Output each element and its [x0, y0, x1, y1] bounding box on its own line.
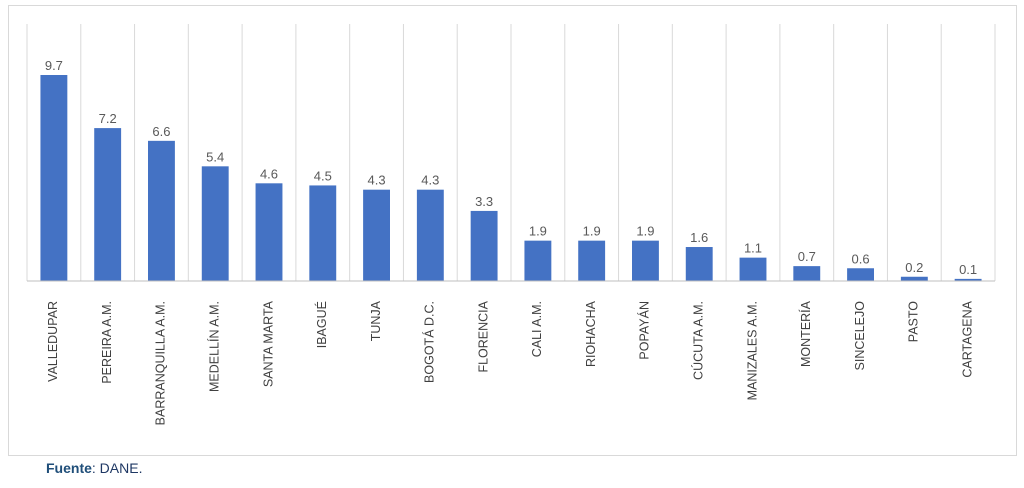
bar: [632, 240, 659, 281]
bar: [793, 266, 821, 281]
value-label: 0.2: [905, 260, 923, 275]
bar: [900, 276, 928, 281]
x-tick-label: MEDELLÍN A.M.: [207, 301, 222, 392]
value-label: 4.3: [421, 173, 439, 188]
x-tick-label: RIOHACHA: [584, 300, 598, 367]
value-label: 9.7: [45, 58, 63, 73]
x-tick-label: CÚCUTA A.M.: [691, 301, 706, 380]
bar: [954, 278, 982, 281]
value-label: 6.6: [152, 124, 170, 139]
x-tick-label: SANTA MARTA: [261, 300, 275, 387]
x-tick-label: POPAYÁN: [637, 301, 652, 360]
x-tick-label: MANIZALES A.M.: [745, 301, 759, 400]
value-label: 7.2: [99, 111, 117, 126]
bar: [685, 247, 713, 281]
value-label: 1.9: [529, 224, 547, 239]
value-label: 1.1: [744, 241, 762, 256]
value-label: 3.3: [475, 194, 493, 209]
x-tick-label: FLORENCIA: [476, 300, 490, 372]
x-tick-label: SINCELEJO: [853, 301, 867, 371]
x-tick-label: IBAGUÉ: [314, 301, 329, 348]
bar: [739, 257, 767, 281]
bar: [40, 75, 68, 281]
bar: [201, 166, 229, 281]
x-tick-label: BARRANQUILLA A.M.: [154, 301, 168, 425]
bar: [94, 128, 122, 281]
bar: [309, 185, 337, 281]
bar: [470, 210, 498, 281]
value-label: 4.6: [260, 166, 278, 181]
x-tick-label: VALLEDUPAR: [46, 301, 60, 382]
bar: [847, 268, 874, 281]
x-tick-label: TUNJA: [369, 300, 383, 341]
bar: [578, 240, 606, 281]
bar: [524, 240, 552, 281]
value-label: 4.3: [368, 173, 386, 188]
bar: [363, 189, 390, 281]
bar: [255, 183, 283, 281]
value-label: 0.1: [959, 262, 977, 277]
source-text: : DANE.: [91, 460, 143, 476]
x-tick-label: CARTAGENA: [960, 300, 974, 377]
x-tick-label: PEREIRA A.M.: [100, 301, 114, 384]
bar: [416, 189, 444, 281]
x-tick-label: PASTO: [907, 301, 921, 342]
chart: 9.7 VALLEDUPAR 7.2 PEREIRA A.M. 6.6 BARRANQUI…: [8, 5, 1017, 456]
value-label: 1.9: [636, 224, 654, 239]
x-tick-label: MONTERÍA: [798, 300, 813, 367]
x-tick-label: CALI A.M.: [530, 301, 544, 357]
value-label: 1.6: [690, 230, 708, 245]
value-label: 4.5: [314, 168, 332, 183]
value-label: 5.4: [206, 149, 224, 164]
value-label: 1.9: [583, 224, 601, 239]
value-label: 0.6: [852, 251, 870, 266]
x-tick-label: BOGOTÁ D.C.: [422, 301, 437, 383]
bar: [148, 140, 175, 281]
source-note: Fuente: DANE.: [46, 460, 142, 476]
chart-frame: [8, 5, 1017, 456]
source-label: Fuente: [46, 460, 92, 476]
value-label: 0.7: [798, 249, 816, 264]
